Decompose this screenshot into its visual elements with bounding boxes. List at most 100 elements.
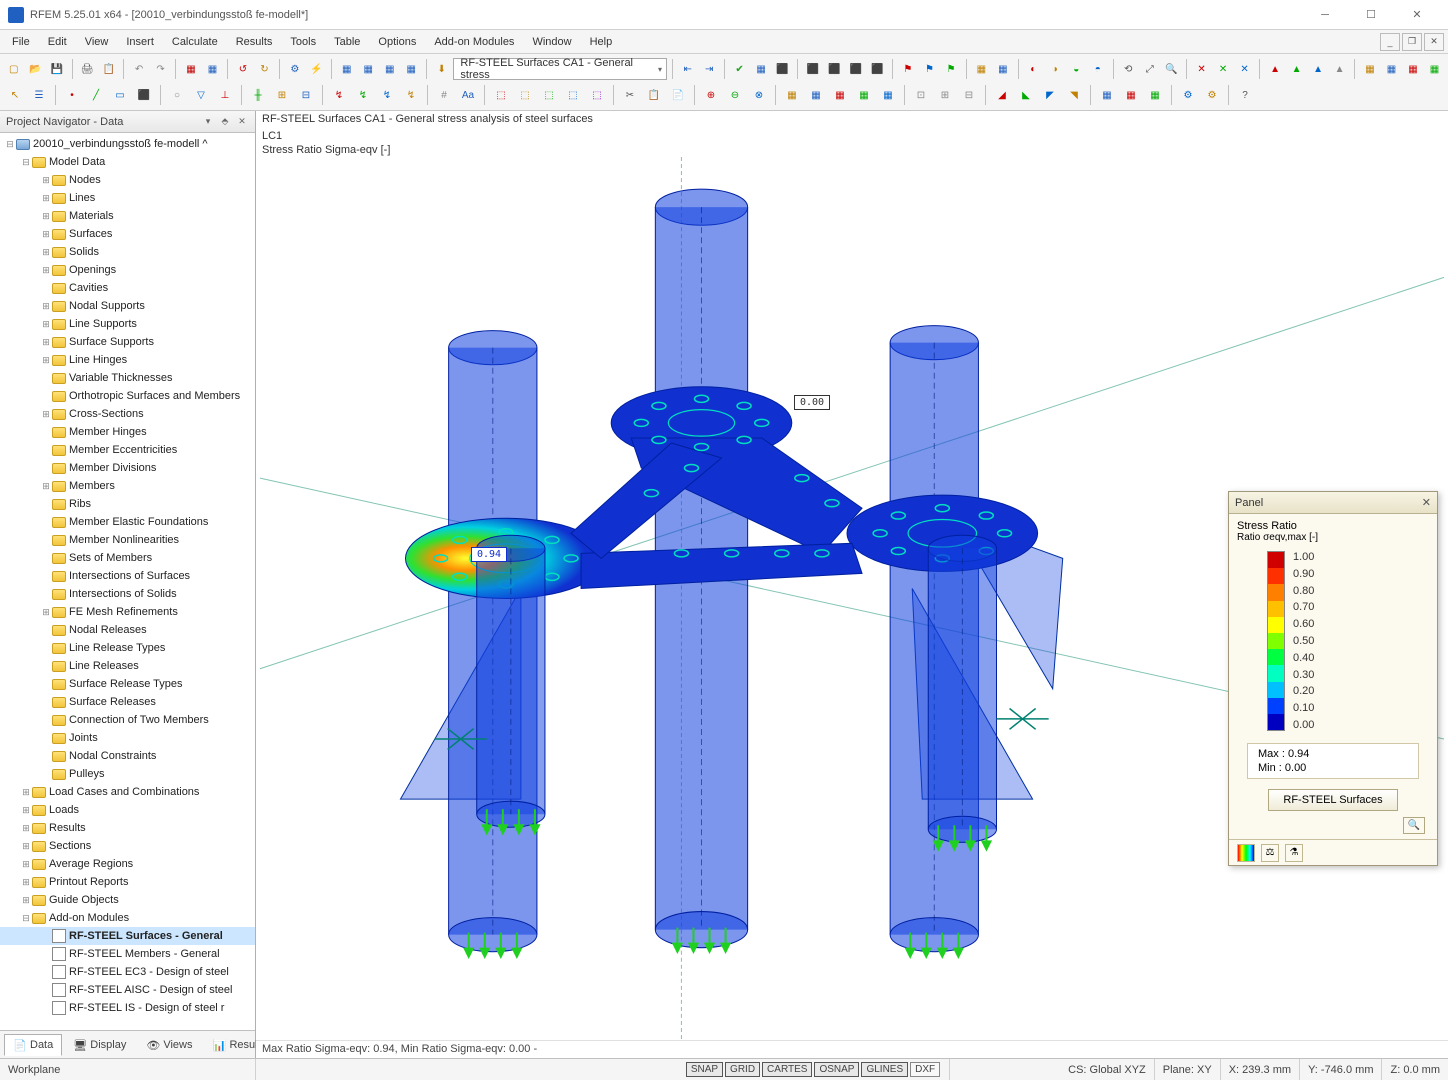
tree-top-0[interactable]: ⊞Load Cases and Combinations xyxy=(0,783,255,801)
tree-item-27[interactable]: Line Releases xyxy=(0,657,255,675)
tb2-set1[interactable]: ⚙ xyxy=(1177,84,1199,106)
tb2-c3[interactable]: ⬚ xyxy=(538,84,560,106)
tb2-load4[interactable]: ↯ xyxy=(400,84,422,106)
nav-pin-icon[interactable]: ⬘ xyxy=(218,115,232,129)
tb2-hinge[interactable]: ╫ xyxy=(247,84,269,106)
snap-glines[interactable]: GLINES xyxy=(861,1062,908,1077)
tb2-solid[interactable]: ⬛ xyxy=(133,84,155,106)
tree-item-4[interactable]: ⊞Solids xyxy=(0,243,255,261)
nav-dropdown-icon[interactable]: ▾ xyxy=(201,115,215,129)
tb-flag3[interactable]: ⚑ xyxy=(941,58,961,80)
zoom-icon[interactable]: 🔍 xyxy=(1403,817,1425,834)
tree-item-33[interactable]: Pulleys xyxy=(0,765,255,783)
tree-item-14[interactable]: Member Hinges xyxy=(0,423,255,441)
tree-item-2[interactable]: ⊞Materials xyxy=(0,207,255,225)
tree-top-4[interactable]: ⊞Average Regions xyxy=(0,855,255,873)
tree-addon-0[interactable]: RF-STEEL Surfaces - General xyxy=(0,927,255,945)
tb2-txt[interactable]: Aa xyxy=(457,84,479,106)
viewport[interactable]: RF-STEEL Surfaces CA1 - General stress a… xyxy=(256,111,1448,1058)
tb-fe[interactable]: ▦ xyxy=(751,58,771,80)
tb-recalc[interactable]: ↺ xyxy=(233,58,253,80)
tb2-s3[interactable]: ◤ xyxy=(1039,84,1061,106)
tb2-m1[interactable]: ⊕ xyxy=(700,84,722,106)
tree-item-9[interactable]: ⊞Surface Supports xyxy=(0,333,255,351)
tree-item-31[interactable]: Joints xyxy=(0,729,255,747)
tb2-load3[interactable]: ↯ xyxy=(376,84,398,106)
maximize-button[interactable]: ☐ xyxy=(1348,0,1394,30)
tree[interactable]: ⊟20010_verbindungsstoß fe-modell ^⊟Model… xyxy=(0,133,255,1030)
tree-modeldata[interactable]: ⊟Model Data xyxy=(0,153,255,171)
tree-addon-4[interactable]: RF-STEEL IS - Design of steel r xyxy=(0,999,255,1017)
tree-item-13[interactable]: ⊞Cross-Sections xyxy=(0,405,255,423)
tree-top-3[interactable]: ⊞Sections xyxy=(0,837,255,855)
tree-item-6[interactable]: Cavities xyxy=(0,279,255,297)
tree-item-28[interactable]: Surface Release Types xyxy=(0,675,255,693)
tree-addons[interactable]: ⊟Add-on Modules xyxy=(0,909,255,927)
tab-display[interactable]: 🖥Display xyxy=(64,1034,135,1056)
tb-zoom[interactable]: 🔍 xyxy=(1161,58,1181,80)
tb2-paste[interactable]: 📄 xyxy=(667,84,689,106)
tb-last[interactable]: ⇥ xyxy=(699,58,719,80)
panel-tab-filter-icon[interactable]: ⚗ xyxy=(1285,844,1303,862)
tree-item-0[interactable]: ⊞Nodes xyxy=(0,171,255,189)
tree-item-3[interactable]: ⊞Surfaces xyxy=(0,225,255,243)
tree-item-19[interactable]: Member Elastic Foundations xyxy=(0,513,255,531)
tb-new[interactable]: ▢ xyxy=(4,58,24,80)
tb2-ex3[interactable]: ▦ xyxy=(1144,84,1166,106)
tb2-g3[interactable]: ⊟ xyxy=(958,84,980,106)
tb-v4[interactable]: ▲ xyxy=(1330,58,1350,80)
tb2-copy[interactable]: 📋 xyxy=(643,84,665,106)
tb-opt2[interactable]: ▦ xyxy=(993,58,1013,80)
tb-flag1[interactable]: ⚑ xyxy=(898,58,918,80)
tb2-g2[interactable]: ⊞ xyxy=(934,84,956,106)
tree-addon-1[interactable]: RF-STEEL Members - General xyxy=(0,945,255,963)
tb-win1[interactable]: ▦ xyxy=(1360,58,1380,80)
toolbar-loadcase-dropdown[interactable]: RF-STEEL Surfaces CA1 - General stress xyxy=(453,58,667,80)
tb-print[interactable]: 🖨 xyxy=(77,58,97,80)
tb-opt1[interactable]: ▦ xyxy=(972,58,992,80)
tb-pan[interactable]: ⤢ xyxy=(1140,58,1160,80)
tb2-c4[interactable]: ⬚ xyxy=(562,84,584,106)
panel-module-button[interactable]: RF-STEEL Surfaces xyxy=(1268,789,1397,811)
tree-item-1[interactable]: ⊞Lines xyxy=(0,189,255,207)
tb-flag2[interactable]: ⚑ xyxy=(920,58,940,80)
tb2-m3[interactable]: ⊗ xyxy=(748,84,770,106)
menu-table[interactable]: Table xyxy=(326,33,368,51)
tree-item-20[interactable]: Member Nonlinearities xyxy=(0,531,255,549)
menu-options[interactable]: Options xyxy=(370,33,424,51)
nav-close-icon[interactable]: ✕ xyxy=(235,115,249,129)
tb-module[interactable]: ⬇ xyxy=(432,58,452,80)
tb-vis2[interactable]: ◑ xyxy=(1045,58,1065,80)
tb2-t2[interactable]: ▦ xyxy=(805,84,827,106)
tb2-cut[interactable]: ✂ xyxy=(619,84,641,106)
tb2-s1[interactable]: ◢ xyxy=(991,84,1013,106)
tb-calc[interactable]: ⚙ xyxy=(285,58,305,80)
tb2-c1[interactable]: ⬚ xyxy=(490,84,512,106)
menu-window[interactable]: Window xyxy=(524,33,579,51)
tree-addon-2[interactable]: RF-STEEL EC3 - Design of steel xyxy=(0,963,255,981)
tree-item-15[interactable]: Member Eccentricities xyxy=(0,441,255,459)
tree-top-2[interactable]: ⊞Results xyxy=(0,819,255,837)
tb-grid4[interactable]: ▦ xyxy=(402,58,422,80)
tb-open[interactable]: 📂 xyxy=(26,58,46,80)
tb-grid1[interactable]: ▦ xyxy=(337,58,357,80)
tree-item-5[interactable]: ⊞Openings xyxy=(0,261,255,279)
tb-refresh[interactable]: ↻ xyxy=(255,58,275,80)
snap-dxf[interactable]: DXF xyxy=(910,1062,940,1077)
tree-top-5[interactable]: ⊞Printout Reports xyxy=(0,873,255,891)
tb2-c5[interactable]: ⬚ xyxy=(586,84,608,106)
tb-shade2[interactable]: ⬛ xyxy=(825,58,845,80)
tb2-help[interactable]: ? xyxy=(1234,84,1256,106)
tb2-load2[interactable]: ↯ xyxy=(352,84,374,106)
tb2-sel[interactable]: ↖ xyxy=(4,84,26,106)
tree-item-10[interactable]: ⊞Line Hinges xyxy=(0,351,255,369)
mdi-restore[interactable]: ❐ xyxy=(1402,33,1422,51)
tb-report[interactable]: 📋 xyxy=(99,58,119,80)
tree-addon-3[interactable]: RF-STEEL AISC - Design of steel xyxy=(0,981,255,999)
tb2-t3[interactable]: ▦ xyxy=(829,84,851,106)
panel-tab-factor-icon[interactable]: ⚖ xyxy=(1261,844,1279,862)
tb-win2[interactable]: ▦ xyxy=(1382,58,1402,80)
close-button[interactable]: ✕ xyxy=(1394,0,1440,30)
tb2-s2[interactable]: ◣ xyxy=(1015,84,1037,106)
tb-v2[interactable]: ▲ xyxy=(1287,58,1307,80)
